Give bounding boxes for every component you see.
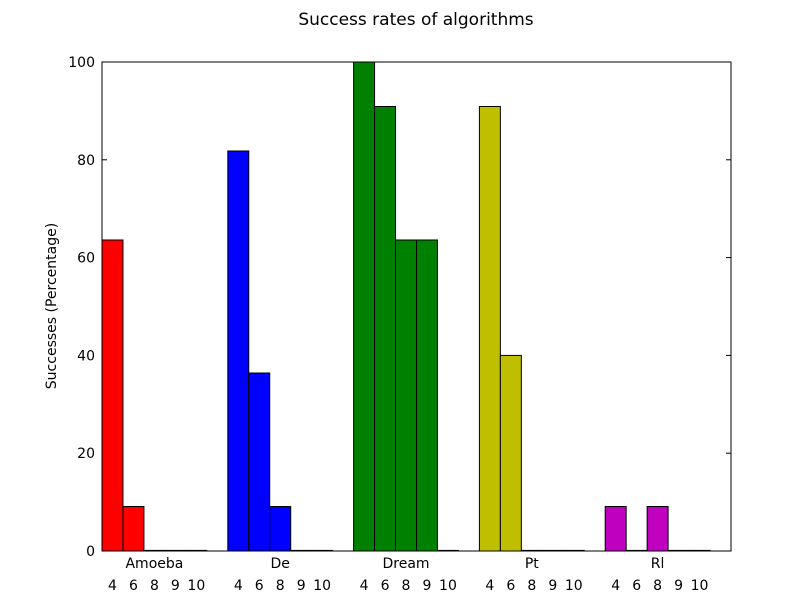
x-sub-tick-label: 6 <box>506 578 515 594</box>
x-sub-tick-label: 8 <box>527 578 536 594</box>
x-sub-tick-label: 4 <box>108 578 117 594</box>
bar <box>478 105 501 552</box>
x-sub-tick-label: 8 <box>276 578 285 594</box>
x-group-label: De <box>271 556 290 572</box>
x-sub-tick-label: 10 <box>565 578 583 594</box>
y-tick-label: 0 <box>86 544 95 560</box>
x-sub-tick-label: 4 <box>485 578 494 594</box>
x-sub-tick-label: 9 <box>674 578 683 594</box>
y-tick-label: 100 <box>68 55 95 71</box>
bar <box>122 506 145 552</box>
bar <box>499 354 522 552</box>
x-group-label: Dream <box>382 556 429 572</box>
x-sub-tick-label: 6 <box>632 578 641 594</box>
y-tick-label: 40 <box>77 348 95 364</box>
x-sub-tick-label: 8 <box>653 578 662 594</box>
x-sub-tick-label: 6 <box>381 578 390 594</box>
x-sub-tick-label: 10 <box>313 578 331 594</box>
y-tick-label: 60 <box>77 251 95 267</box>
bar <box>269 506 292 552</box>
chart-title: Success rates of algorithms <box>298 10 533 30</box>
bar <box>395 239 417 552</box>
bar <box>101 239 124 552</box>
x-group-label: Pt <box>525 556 539 572</box>
x-sub-tick-label: 6 <box>255 578 264 594</box>
x-sub-tick-label: 9 <box>171 578 180 594</box>
x-sub-tick-label: 9 <box>548 578 557 594</box>
plot-frame <box>101 61 732 552</box>
x-sub-tick-label: 10 <box>691 578 709 594</box>
x-group-label: Rl <box>651 556 665 572</box>
bar <box>374 105 397 552</box>
x-sub-tick-label: 4 <box>234 578 243 594</box>
x-group-label: Amoeba <box>125 556 183 572</box>
bar <box>227 150 250 552</box>
bar <box>646 506 669 552</box>
x-sub-tick-label: 9 <box>423 578 432 594</box>
bar <box>604 506 627 552</box>
x-sub-tick-label: 4 <box>611 578 620 594</box>
x-sub-tick-label: 6 <box>129 578 138 594</box>
bars <box>101 61 711 552</box>
y-tick-label: 80 <box>77 153 95 169</box>
y-axis-label: Successes (Percentage) <box>44 223 60 389</box>
bar <box>248 372 271 552</box>
x-sub-tick-label: 8 <box>402 578 411 594</box>
y-tick-label: 20 <box>77 446 95 462</box>
bar <box>416 239 438 552</box>
y-axis: 0 20 40 60 80 100 <box>68 55 731 560</box>
x-sub-tick-label: 8 <box>150 578 159 594</box>
x-sub-tick-label: 10 <box>187 578 205 594</box>
x-sub-tick-label: 10 <box>439 578 457 594</box>
x-sub-tick-label: 9 <box>297 578 306 594</box>
bar <box>353 61 376 552</box>
x-sub-tick-label: 4 <box>360 578 369 594</box>
